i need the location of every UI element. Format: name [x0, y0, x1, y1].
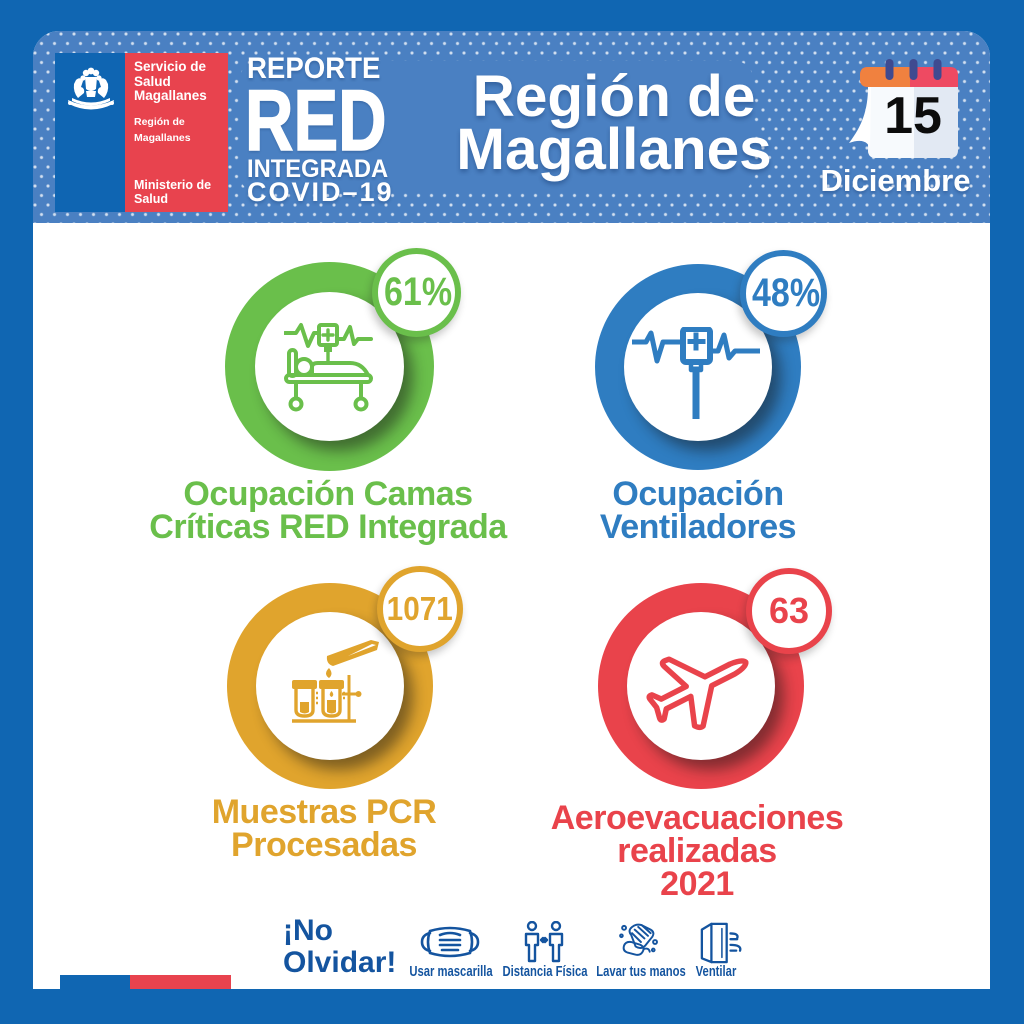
svg-text:15: 15 — [884, 87, 942, 145]
